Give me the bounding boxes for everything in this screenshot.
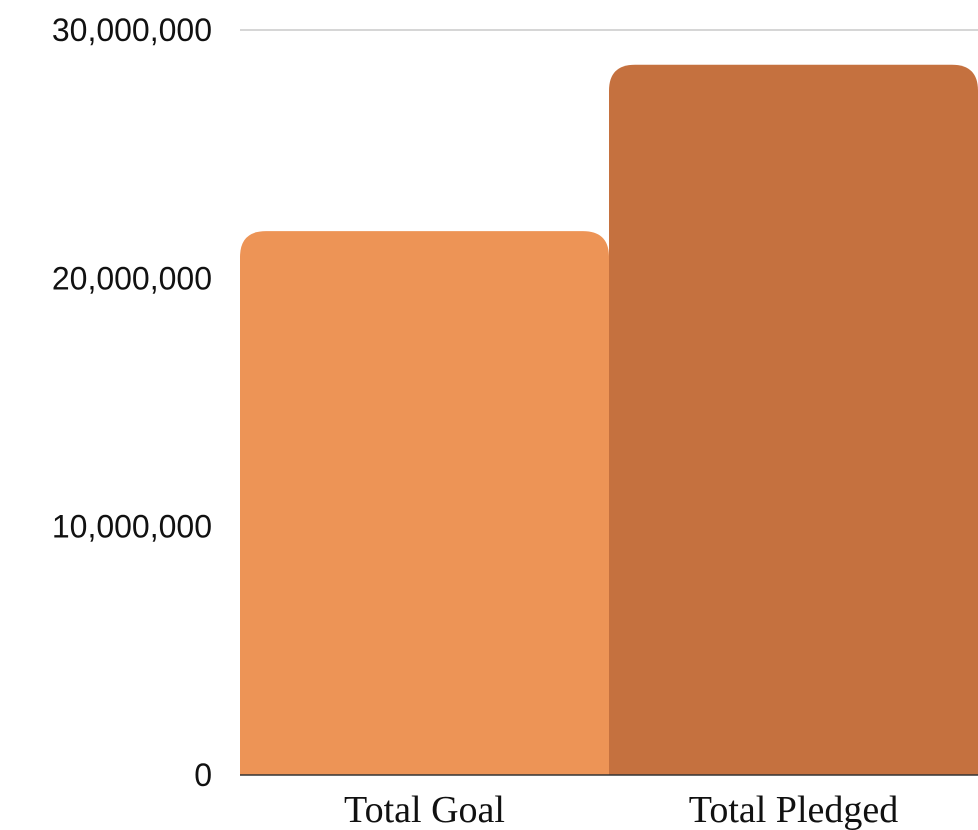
x-axis-tick-labels: Total Goal Total Pledged	[344, 789, 898, 830]
y-tick-label: 30,000,000	[52, 12, 212, 48]
y-tick-label: 0	[194, 757, 212, 793]
y-tick-label: 10,000,000	[52, 509, 212, 545]
bar-0	[240, 231, 609, 775]
bars	[240, 64, 978, 776]
y-tick-label: 20,000,000	[52, 260, 212, 296]
x-tick-label: Total Pledged	[689, 789, 898, 830]
x-tick-label: Total Goal	[344, 789, 505, 830]
y-axis-tick-labels: 0 10,000,000 20,000,000 30,000,000	[52, 12, 212, 793]
bar-1	[609, 64, 978, 776]
